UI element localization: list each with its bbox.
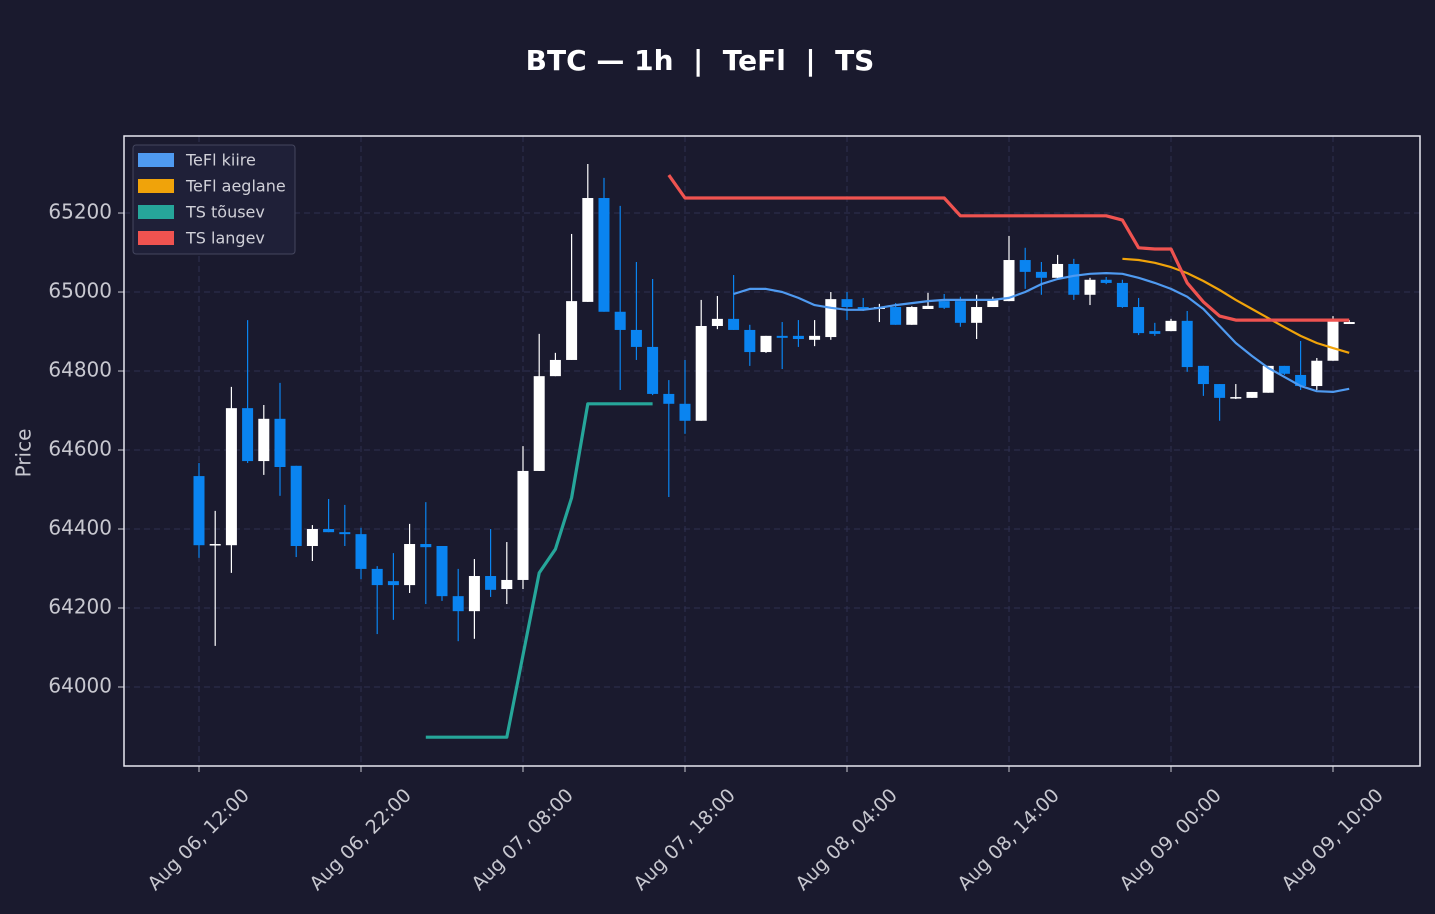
candle-body — [1181, 320, 1193, 368]
candle-body — [679, 403, 691, 421]
candle-body — [971, 307, 983, 323]
indicator-line — [425, 402, 653, 739]
y-axis-label: Price — [12, 429, 36, 478]
candle-body — [954, 301, 966, 323]
candle-body — [1343, 322, 1355, 325]
candle-body — [290, 465, 302, 546]
candle-body — [582, 198, 594, 302]
candle-body — [809, 335, 821, 340]
y-tick-label: 65000 — [48, 279, 112, 303]
candle-body — [1262, 365, 1274, 393]
candle-body — [1116, 282, 1128, 308]
candle-body — [906, 307, 918, 325]
y-tick-label: 64800 — [48, 358, 112, 382]
legend-label: TS langev — [185, 229, 265, 248]
candle-body — [987, 299, 999, 308]
candle-body — [825, 299, 837, 338]
candle-body — [598, 198, 610, 312]
legend-box — [132, 144, 296, 255]
candle-body — [387, 581, 399, 586]
candle-body — [1246, 391, 1258, 398]
y-tick-label: 64200 — [48, 595, 112, 619]
legend-swatch — [138, 179, 174, 193]
candle-body — [468, 576, 480, 612]
y-tick-label: 64000 — [48, 674, 112, 698]
candle-body — [1311, 360, 1323, 387]
legend-label: TS tõusev — [185, 203, 265, 222]
chart-title: BTC — 1h | TeFl | TS — [526, 44, 875, 77]
candle-body — [501, 579, 513, 590]
candle-body — [1003, 260, 1015, 302]
candle-body — [420, 544, 432, 548]
candle-body — [857, 307, 869, 310]
y-tick-label: 64600 — [48, 437, 112, 461]
y-tick-label: 64400 — [48, 516, 112, 540]
candle-body — [371, 568, 383, 586]
candle-body — [663, 393, 675, 404]
legend-label: TeFl aeglane — [185, 177, 286, 196]
candle-body — [485, 576, 497, 590]
candle-body — [647, 346, 659, 394]
candle-body — [517, 470, 529, 580]
candle-body — [1133, 307, 1145, 334]
candle-body — [258, 418, 270, 462]
candle-body — [1035, 271, 1047, 278]
candle-body — [744, 329, 756, 353]
candle-body — [355, 534, 367, 569]
candle-body — [306, 529, 318, 546]
candle-body — [323, 529, 335, 533]
y-tick-label: 65200 — [48, 200, 112, 224]
candle-body — [1230, 397, 1242, 399]
candle-body — [792, 335, 804, 340]
indicator-line — [733, 272, 1350, 393]
candle-body — [1278, 365, 1290, 374]
candle-body — [1068, 263, 1080, 295]
candle-body — [549, 359, 561, 377]
candle-body — [1295, 374, 1307, 387]
candle-body — [760, 335, 772, 353]
candle-body — [938, 301, 950, 308]
candle-body — [225, 408, 237, 546]
candle-body — [776, 335, 788, 338]
candle-body — [404, 544, 416, 586]
candle-body — [922, 305, 934, 310]
candle-body — [1197, 365, 1209, 385]
candle-body — [566, 301, 578, 360]
candle-body — [630, 329, 642, 347]
plot-frame — [123, 135, 1421, 767]
candle-body — [274, 418, 286, 467]
candle-body — [695, 325, 707, 421]
candle-body — [1149, 331, 1161, 334]
candle-body — [614, 311, 626, 330]
candle-body — [1084, 279, 1096, 295]
candle-body — [1052, 263, 1064, 278]
candle-body — [1214, 384, 1226, 398]
candle-body — [841, 299, 853, 308]
candle-body — [193, 476, 205, 546]
indicator-line — [1122, 257, 1350, 354]
candle-body — [242, 408, 254, 462]
candle-body — [209, 544, 221, 546]
legend-swatch — [138, 153, 174, 167]
candle-body — [1019, 260, 1031, 272]
legend-swatch — [138, 205, 174, 219]
candle-body — [339, 532, 351, 535]
candle-body — [1327, 320, 1339, 361]
candle-body — [452, 596, 464, 612]
candle-body — [728, 318, 740, 330]
candle-body — [890, 307, 902, 325]
candle-body — [1165, 320, 1177, 332]
candle-body — [711, 318, 723, 326]
indicator-line — [667, 174, 1350, 322]
legend-swatch — [138, 231, 174, 245]
legend-label: TeFl kiire — [185, 151, 256, 170]
candle-body — [436, 545, 448, 597]
candle-body — [533, 376, 545, 471]
candle-body — [1100, 279, 1112, 283]
